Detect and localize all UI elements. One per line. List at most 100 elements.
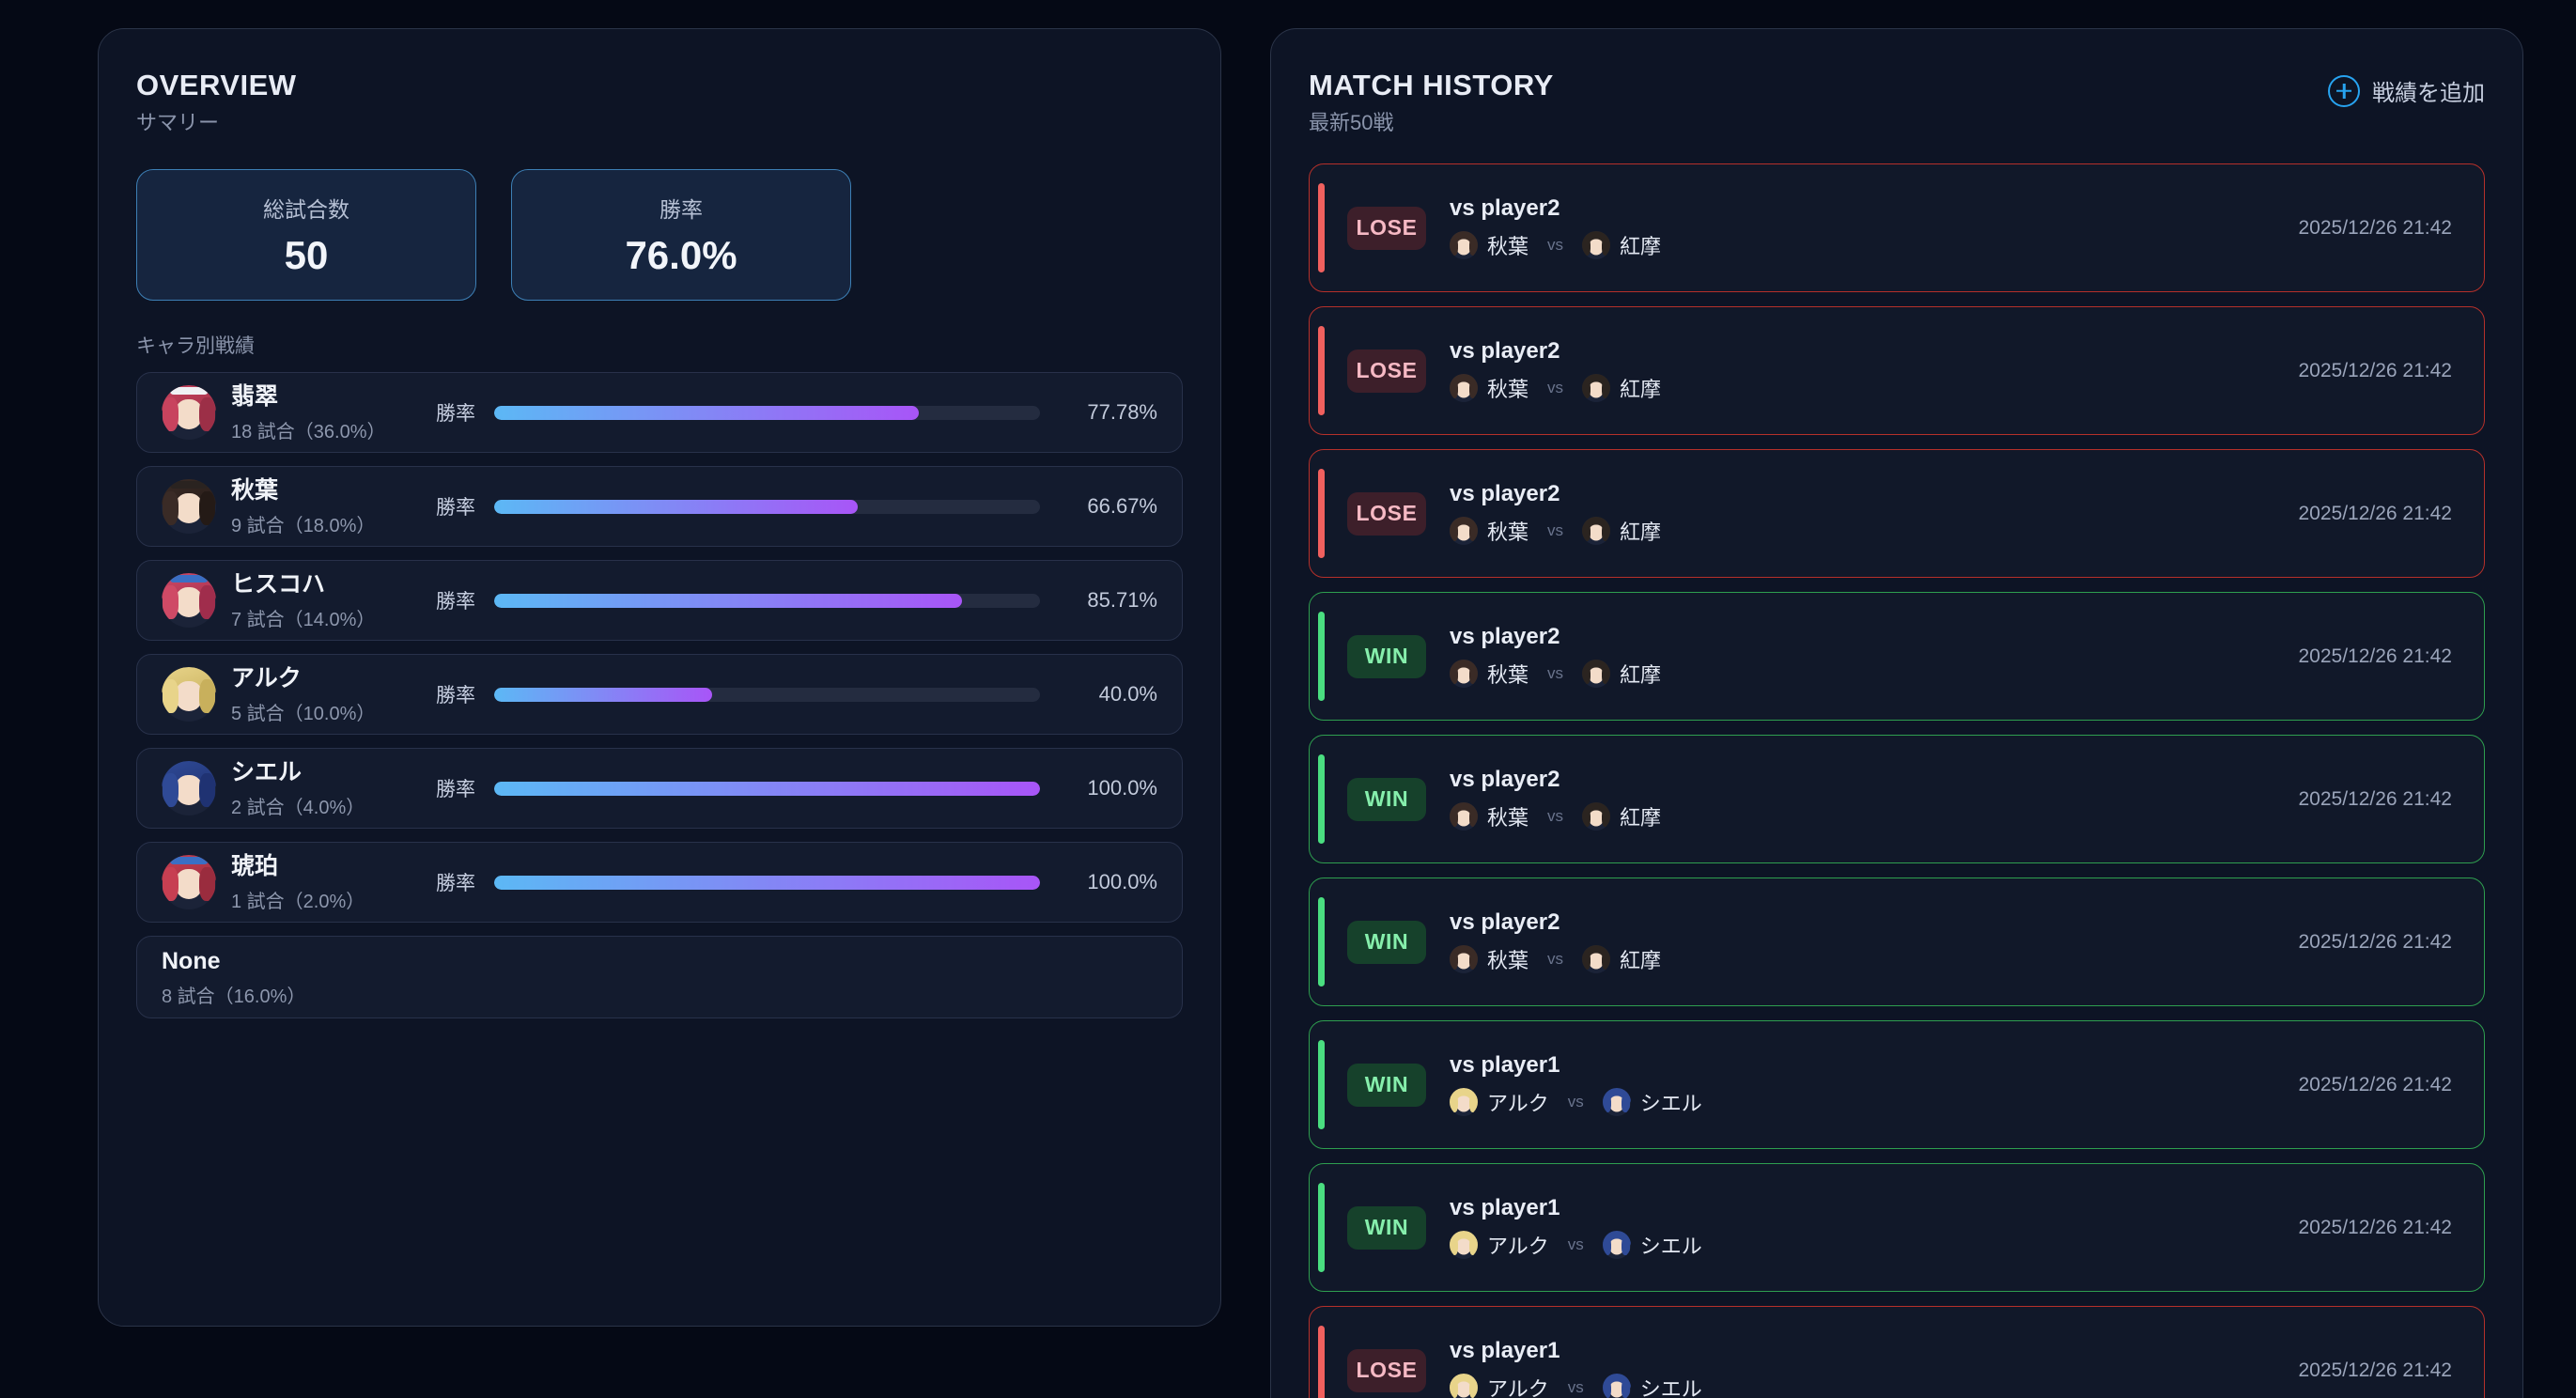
match-history-header-text: MATCH HISTORY 最新50戦 xyxy=(1309,69,1554,135)
match-opponent-character-avatar xyxy=(1602,1088,1631,1117)
match-timestamp: 2025/12/26 21:42 xyxy=(2298,216,2453,239)
match-history-row[interactable]: LOSE vs player2 秋葉 vs 紅摩 2025/12/26 21:42 xyxy=(1309,449,2485,579)
match-opponent-character: 紅摩 xyxy=(1582,373,1661,403)
match-opponent-character-avatar xyxy=(1582,231,1611,260)
avatar-face xyxy=(175,681,203,712)
match-info: vs player1 アルク vs シエル xyxy=(1450,1052,2299,1118)
match-result-accent-bar xyxy=(1318,1183,1325,1273)
match-history-row[interactable]: LOSE vs player1 アルク vs シエル 2025/12/26 21:42 xyxy=(1309,1306,2485,1398)
match-history-subtitle: 最新50戦 xyxy=(1309,110,1394,134)
add-match-button[interactable]: 戦績を追加 xyxy=(2328,74,2485,107)
match-history-row[interactable]: WIN vs player2 秋葉 vs 紅摩 2025/12/26 21:42 xyxy=(1309,592,2485,722)
match-opponent-character: シエル xyxy=(1602,1087,1702,1117)
character-stat-row[interactable]: シエル 2 試合（4.0%） 勝率 100.0% xyxy=(136,748,1183,830)
match-vs-separator: vs xyxy=(1547,236,1564,255)
avatar-hair-right xyxy=(1601,952,1610,970)
match-result-badge: WIN xyxy=(1347,1205,1426,1250)
match-history-row[interactable]: WIN vs player1 アルク vs シエル 2025/12/26 21:42 xyxy=(1309,1020,2485,1150)
avatar-face xyxy=(1456,953,1471,970)
avatar-hair-left xyxy=(1450,952,1459,970)
match-characters: 秋葉 vs 紅摩 xyxy=(1450,944,2299,974)
match-result-accent-bar xyxy=(1318,1040,1325,1130)
avatar-face xyxy=(1456,1095,1471,1112)
character-stat-row[interactable]: 秋葉 9 試合（18.0%） 勝率 66.67% xyxy=(136,466,1183,548)
character-stat-row-none[interactable]: None 8 試合（16.0%） xyxy=(136,936,1183,1019)
match-result-badge: WIN xyxy=(1347,777,1426,821)
avatar-hair-right xyxy=(199,490,216,525)
avatar-face xyxy=(1456,667,1471,684)
character-name: アルク xyxy=(231,664,302,691)
avatar-hair-right xyxy=(1468,238,1478,256)
match-opponent-character-avatar xyxy=(1602,1231,1631,1260)
match-result-badge: LOSE xyxy=(1347,349,1426,393)
match-result-badge: WIN xyxy=(1347,920,1426,964)
character-name: 秋葉 xyxy=(231,476,279,504)
match-my-character-avatar xyxy=(1450,802,1478,831)
avatar-hair-left xyxy=(1582,952,1591,970)
match-opponent-character-name: 紅摩 xyxy=(1620,949,1662,973)
character-meta: 翡翠 18 試合（36.0%） xyxy=(231,382,428,443)
winrate-label: 勝率 xyxy=(436,591,475,614)
match-history-row[interactable]: WIN vs player2 秋葉 vs 紅摩 2025/12/26 21:42 xyxy=(1309,878,2485,1007)
match-my-character: アルク xyxy=(1450,1087,1549,1117)
avatar-hair-right xyxy=(1601,809,1610,827)
avatar-hair-left xyxy=(1450,381,1459,398)
avatar-hair-right xyxy=(1468,523,1478,541)
avatar-hair-right xyxy=(1601,523,1610,541)
match-my-character: アルク xyxy=(1450,1373,1549,1398)
character-avatar xyxy=(162,385,216,441)
match-history-row[interactable]: WIN vs player1 アルク vs シエル 2025/12/26 21:42 xyxy=(1309,1163,2485,1293)
match-my-character-avatar xyxy=(1450,1374,1478,1398)
match-characters: 秋葉 vs 紅摩 xyxy=(1450,373,2299,403)
match-timestamp: 2025/12/26 21:42 xyxy=(2298,1073,2453,1095)
avatar-hair-right xyxy=(1601,238,1610,256)
match-timestamp: 2025/12/26 21:42 xyxy=(2298,359,2453,381)
match-history-row[interactable]: WIN vs player2 秋葉 vs 紅摩 2025/12/26 21:42 xyxy=(1309,735,2485,864)
avatar-face xyxy=(175,493,203,524)
match-result-accent-bar xyxy=(1318,612,1325,702)
match-characters: アルク vs シエル xyxy=(1450,1230,2299,1260)
overview-subtitle: サマリー xyxy=(136,110,220,134)
match-opponent: vs player2 xyxy=(1450,766,1560,792)
avatar-accessory xyxy=(169,481,209,489)
match-opponent-character-name: 紅摩 xyxy=(1620,663,1662,688)
match-characters: 秋葉 vs 紅摩 xyxy=(1450,516,2299,546)
avatar-hair-right xyxy=(1622,1380,1631,1398)
match-vs-separator: vs xyxy=(1567,1378,1584,1397)
match-history-row[interactable]: LOSE vs player2 秋葉 vs 紅摩 2025/12/26 21:42 xyxy=(1309,163,2485,293)
overview-stat-cards: 総試合数 50 勝率 76.0% xyxy=(136,169,1183,302)
overview-header-text: OVERVIEW サマリー xyxy=(136,69,297,135)
match-result-accent-bar xyxy=(1318,183,1325,273)
winrate-bar-fill xyxy=(494,593,962,608)
match-my-character-avatar xyxy=(1450,1088,1478,1117)
winrate-bar-fill xyxy=(494,781,1040,796)
character-stat-row[interactable]: 翡翠 18 試合（36.0%） 勝率 77.78% xyxy=(136,372,1183,454)
match-history-row[interactable]: LOSE vs player2 秋葉 vs 紅摩 2025/12/26 21:42 xyxy=(1309,306,2485,436)
match-result-badge: WIN xyxy=(1347,1063,1426,1107)
match-opponent-character: シエル xyxy=(1602,1230,1702,1260)
character-match-count: 18 試合（36.0%） xyxy=(231,421,386,443)
avatar-hair-right xyxy=(1468,1237,1478,1255)
winrate-label: 勝率 xyxy=(436,873,475,895)
character-stat-row[interactable]: 琥珀 1 試合（2.0%） 勝率 100.0% xyxy=(136,842,1183,924)
match-opponent-character-name: 紅摩 xyxy=(1620,806,1662,831)
character-meta: ヒスコハ 7 試合（14.0%） xyxy=(231,570,428,631)
winrate-bar-fill xyxy=(494,405,919,420)
match-info: vs player2 秋葉 vs 紅摩 xyxy=(1450,481,2299,547)
match-opponent: vs player1 xyxy=(1450,1051,1560,1078)
match-my-character: 秋葉 xyxy=(1450,659,1529,689)
match-history-title: MATCH HISTORY xyxy=(1309,69,1554,101)
avatar-hair-right xyxy=(1468,1095,1478,1112)
avatar-hair-right xyxy=(1468,809,1478,827)
match-info: vs player1 アルク vs シエル xyxy=(1450,1338,2299,1398)
winrate-bar-track xyxy=(494,499,1040,514)
match-opponent-character: 紅摩 xyxy=(1582,516,1661,546)
winrate-value: 100.0% xyxy=(1087,776,1157,800)
overview-title: OVERVIEW xyxy=(136,69,297,101)
character-stat-row[interactable]: ヒスコハ 7 試合（14.0%） 勝率 85.71% xyxy=(136,560,1183,642)
character-name: ヒスコハ xyxy=(231,570,326,598)
winrate-label: 勝率 xyxy=(436,779,475,801)
character-stat-row[interactable]: アルク 5 試合（10.0%） 勝率 40.0% xyxy=(136,654,1183,736)
match-vs-separator: vs xyxy=(1547,950,1564,969)
match-opponent-character-name: シエル xyxy=(1639,1377,1702,1398)
